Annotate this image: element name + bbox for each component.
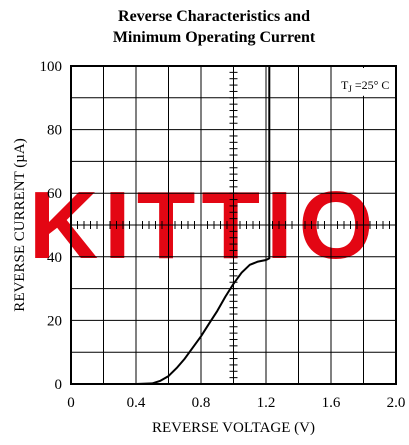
y-axis-label: REVERSE CURRENT (µA) (12, 138, 28, 311)
tick-label-layer: 0 0.4 0.8 1.2 1.6 2.0 0 20 40 60 80 100 REVERSE VOLT… (12, 59, 405, 436)
chart-title-line: Reverse Characteristics and (118, 8, 310, 25)
x-tick-label: 0.8 (192, 395, 211, 411)
y-tick-label: 40 (47, 250, 62, 266)
plot-frame (70, 65, 397, 385)
x-tick-label: 0 (67, 395, 75, 411)
series-line (71, 66, 271, 385)
annotation-suffix: =25° C (352, 78, 390, 92)
annotation-text: TJ =25° C (341, 78, 389, 94)
title-layer: Reverse Characteristics and Minimum Opera… (113, 8, 316, 46)
y-tick-label: 100 (40, 59, 63, 75)
series-layer (71, 66, 271, 385)
x-tick-label: 1.6 (322, 395, 341, 411)
minor-tick-layer (77, 71, 390, 379)
annotation-subscript: J (348, 84, 352, 94)
annotation-prefix: T (341, 78, 349, 92)
annotation-layer: TJ =25° C (333, 68, 394, 96)
annotation-box (333, 68, 394, 96)
chart-title-line: Minimum Operating Current (113, 29, 316, 46)
y-tick-label: 0 (55, 377, 63, 393)
x-tick-label: 1.2 (257, 395, 276, 411)
y-tick-label: 20 (47, 313, 62, 329)
y-tick-label: 60 (47, 186, 62, 202)
x-tick-label: 0.4 (127, 395, 146, 411)
x-axis-label: REVERSE VOLTAGE (V) (152, 420, 315, 436)
y-tick-label: 80 (47, 123, 62, 139)
x-tick-label: 2.0 (387, 395, 406, 411)
